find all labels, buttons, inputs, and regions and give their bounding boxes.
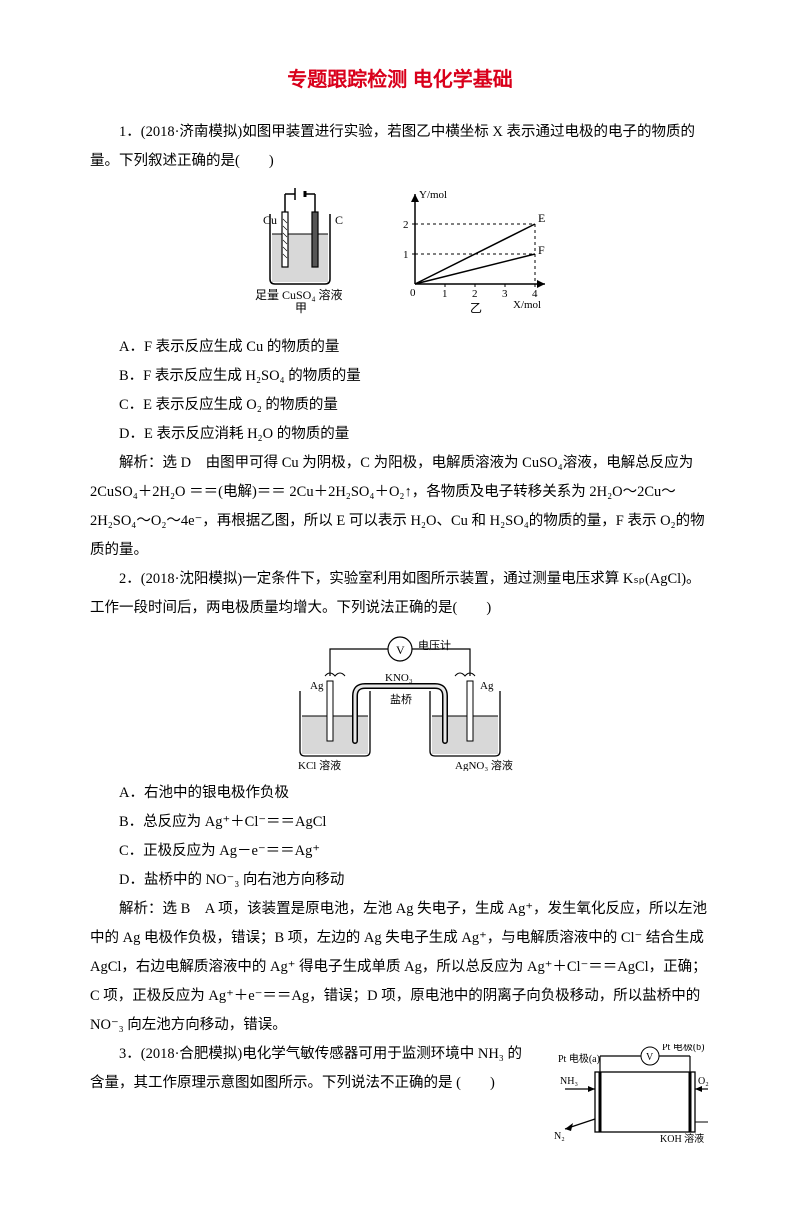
- q2-figure: V 电压计 Ag KCl 溶液 Ag AgNO₃ 溶液 KNO₃ 盐桥: [90, 631, 710, 771]
- q1-fig1-cu: Cu: [263, 213, 277, 227]
- q2-optD: D．盐桥中的 NO⁻₃ 向右池方向移动: [119, 866, 710, 895]
- q1-fig1: Cu C 足量 CuSO₄ 溶液 甲: [245, 184, 355, 325]
- q1-optD: D．E 表示反应消耗 H₂O 的物质的量: [119, 420, 710, 449]
- q2-optB: B．总反应为 Ag⁺＋Cl⁻＝＝AgCl: [119, 808, 710, 837]
- q2-optA: A．右池中的银电极作负极: [119, 779, 710, 808]
- q3-nh3: NH₃: [560, 1076, 578, 1087]
- q2-right-electrode: Ag: [480, 680, 494, 692]
- q2-stem: 2．(2018·沈阳模拟)一定条件下，实验室利用如图所示装置，通过测量电压求算 …: [90, 565, 710, 623]
- q2-bridge: KNO₃: [385, 672, 413, 684]
- q3-left-electrode: Pt 电极(a): [558, 1052, 600, 1065]
- q2-analysis: 解析：选 B A 项，该装置是原电池，左池 Ag 失电子，生成 Ag⁺，发生氧化…: [90, 895, 710, 1040]
- svg-text:2: 2: [472, 288, 478, 300]
- q1-fig2-xlabel: X/mol: [513, 299, 541, 311]
- q3-figure: V Pt 电极(a) Pt 电极(b) NH₃ N₂ O₂ K: [540, 1044, 710, 1155]
- q3-solution: KOH 溶液: [660, 1132, 704, 1144]
- q1-fig1-solution: 足量 CuSO₄ 溶液: [255, 287, 343, 302]
- q1-fig2: 1 2 0 1 2 3 4 E F Y/mol X/mol 乙: [395, 184, 555, 325]
- q3-meter: V: [646, 1052, 654, 1063]
- q3-o2: O₂: [698, 1076, 709, 1087]
- q1-figures: Cu C 足量 CuSO₄ 溶液 甲 1 2 0 1 2 3 4: [90, 184, 710, 325]
- svg-text:0: 0: [410, 287, 416, 299]
- svg-text:1: 1: [442, 288, 448, 300]
- svg-text:2: 2: [403, 219, 409, 231]
- q1-fig2-ylabel: Y/mol: [419, 189, 447, 201]
- q2-left-solution: KCl 溶液: [298, 758, 341, 771]
- q2-bridge-label: 盐桥: [390, 693, 412, 706]
- q3-n2: N₂: [554, 1131, 565, 1142]
- q1-fig2-e: E: [538, 211, 545, 225]
- q1-optB: B．F 表示反应生成 H₂SO₄ 的物质的量: [119, 362, 710, 391]
- q2-optC: C．正极反应为 Ag－e⁻＝＝Ag⁺: [119, 837, 710, 866]
- q1-stem: 1．(2018·济南模拟)如图甲装置进行实验，若图乙中横坐标 X 表示通过电极的…: [90, 118, 710, 176]
- svg-text:1: 1: [403, 249, 409, 261]
- q1-fig1-label: 甲: [295, 301, 307, 314]
- q2-left-electrode: Ag: [310, 680, 324, 692]
- page-title: 专题跟踪检测 电化学基础: [90, 60, 710, 100]
- q1-fig2-f: F: [538, 243, 545, 257]
- q2-meter: V: [396, 643, 405, 657]
- q3-right-electrode: Pt 电极(b): [662, 1044, 705, 1053]
- q2-right-solution: AgNO₃ 溶液: [455, 758, 513, 771]
- q1-optC: C．E 表示反应生成 O₂ 的物质的量: [119, 391, 710, 420]
- svg-text:3: 3: [502, 288, 508, 300]
- q1-fig2-label: 乙: [470, 301, 482, 314]
- q1-optA: A．F 表示反应生成 Cu 的物质的量: [119, 333, 710, 362]
- q1-analysis: 解析：选 D 由图甲可得 Cu 为阴极，C 为阳极，电解质溶液为 CuSO₄溶液…: [90, 449, 710, 565]
- q1-fig1-c: C: [335, 213, 343, 227]
- q2-meter-label: 电压计: [418, 639, 451, 652]
